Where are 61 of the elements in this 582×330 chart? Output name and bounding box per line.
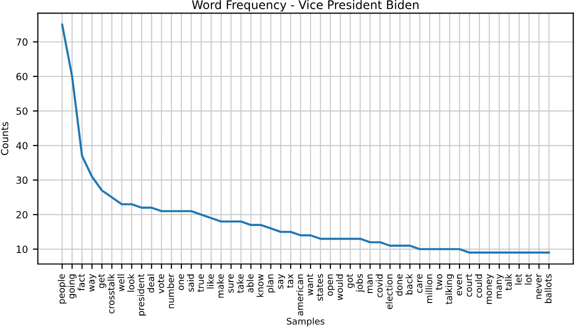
x-tick-label: american <box>296 274 304 316</box>
x-tick-label: tax <box>286 274 294 288</box>
x-tick-label: election <box>386 274 393 310</box>
line-series <box>61 24 550 254</box>
x-tick-label: covid <box>376 274 383 298</box>
x-tick-label: million <box>425 274 432 303</box>
x-tick-label: let <box>514 274 522 284</box>
y-tick-label: 40 <box>16 142 28 150</box>
x-tick-label: crosstalk <box>107 274 114 314</box>
x-tick-label: vote <box>158 274 164 294</box>
x-tick-label: care <box>417 274 422 293</box>
x-tick-label: know <box>256 274 264 297</box>
x-tick-label: states <box>316 274 324 301</box>
x-tick-label: number <box>167 274 174 308</box>
x-tick-label: able <box>246 274 254 293</box>
x-tick-label: plan <box>266 274 276 292</box>
x-tick-label: open <box>328 274 335 296</box>
x-tick-label: true <box>197 274 204 292</box>
x-tick-label: want <box>306 274 314 296</box>
chart-title: Word Frequency - Vice President Biden <box>192 0 418 12</box>
x-tick-label: ballots <box>544 274 552 303</box>
x-tick-label: say <box>278 274 286 289</box>
x-tick-label: never <box>536 274 542 299</box>
x-tick-label: look <box>127 274 134 292</box>
x-tick-label: lot <box>524 274 532 284</box>
x-tick-label: done <box>396 274 403 296</box>
x-tick-label: money <box>486 274 494 304</box>
x-tick-label: deal <box>147 274 154 293</box>
x-tick-label: would <box>336 274 343 300</box>
y-tick-label: 50 <box>16 107 28 115</box>
x-tick-label: even <box>456 274 462 296</box>
x-axis-title: Samples <box>286 318 324 326</box>
x-tick-label: take <box>236 274 244 294</box>
x-tick-label: back <box>405 274 412 294</box>
y-axis-title: Counts <box>0 122 8 156</box>
x-tick-label: way <box>89 274 96 292</box>
x-tick-label: sure <box>228 274 234 293</box>
x-tick-label: two <box>436 274 442 290</box>
x-tick-label: one <box>178 274 184 290</box>
x-tick-label: talk <box>504 274 512 290</box>
x-tick-label: jobs <box>356 274 365 292</box>
y-tick-label: 70 <box>16 38 28 46</box>
x-tick-label: make <box>216 274 224 298</box>
x-tick-label: people <box>58 274 67 304</box>
x-tick-label: fact <box>78 274 85 291</box>
y-tick-label: 20 <box>16 211 28 218</box>
x-tick-label: like <box>206 274 214 288</box>
x-tick-label: got <box>346 274 355 288</box>
x-tick-label: get <box>98 274 106 288</box>
y-tick-label: 30 <box>16 176 28 184</box>
x-tick-label: man <box>368 274 373 293</box>
y-tick-label: 60 <box>16 72 28 80</box>
x-tick-label: going <box>68 274 76 298</box>
x-tick-label: well <box>117 274 124 292</box>
x-tick-label: talking <box>445 274 454 304</box>
x-tick-label: many <box>496 274 504 298</box>
x-tick-label: court <box>466 274 472 297</box>
x-tick-label: said <box>186 274 194 292</box>
x-tick-label: president <box>137 274 146 316</box>
y-tick-label: 10 <box>16 246 28 253</box>
x-tick-label: could <box>475 274 482 298</box>
